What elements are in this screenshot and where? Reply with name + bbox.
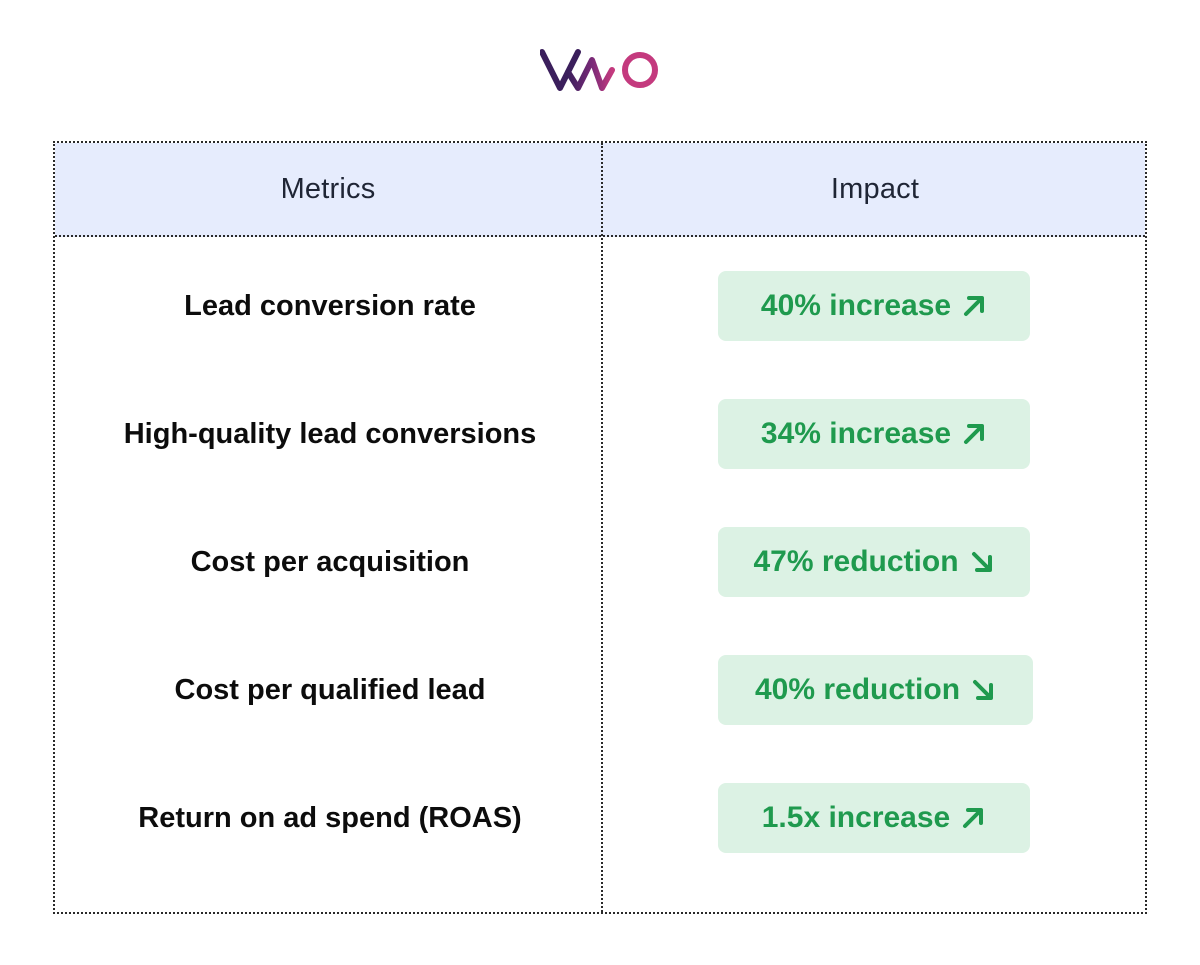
impact-badge: 34% increase bbox=[718, 399, 1030, 469]
arrow-down-right-icon bbox=[971, 552, 992, 572]
impact-value: 34% increase bbox=[760, 417, 952, 450]
impact-badge: 47% reduction bbox=[718, 527, 1030, 597]
impact-value: 40% increase bbox=[760, 289, 952, 322]
impact-value: 47% reduction bbox=[753, 545, 959, 578]
impact-badge: 40% reduction bbox=[718, 655, 1033, 725]
metric-label: Lead conversion rate bbox=[184, 289, 476, 322]
metrics-table: Metrics Impact Lead conversion rate 40% … bbox=[53, 141, 1147, 914]
impact-value: 40% reduction bbox=[754, 673, 961, 706]
column-divider bbox=[601, 143, 603, 912]
metric-label: Cost per acquisition bbox=[190, 545, 470, 578]
arrow-up-right-icon bbox=[964, 296, 985, 316]
header-impact: Impact bbox=[830, 172, 920, 205]
metric-label: Return on ad spend (ROAS) bbox=[138, 801, 522, 834]
arrow-up-right-icon bbox=[964, 424, 985, 444]
impact-badge: 1.5x increase bbox=[718, 783, 1030, 853]
metric-label: Cost per qualified lead bbox=[174, 673, 486, 706]
table-header bbox=[55, 143, 1145, 237]
header-metrics: Metrics bbox=[280, 172, 376, 205]
impact-value: 1.5x increase bbox=[761, 801, 951, 834]
impact-badge: 40% increase bbox=[718, 271, 1030, 341]
arrow-up-right-icon bbox=[963, 808, 984, 828]
arrow-down-right-icon bbox=[973, 680, 994, 700]
vwo-logo bbox=[540, 49, 658, 91]
metric-label: High-quality lead conversions bbox=[123, 417, 537, 450]
